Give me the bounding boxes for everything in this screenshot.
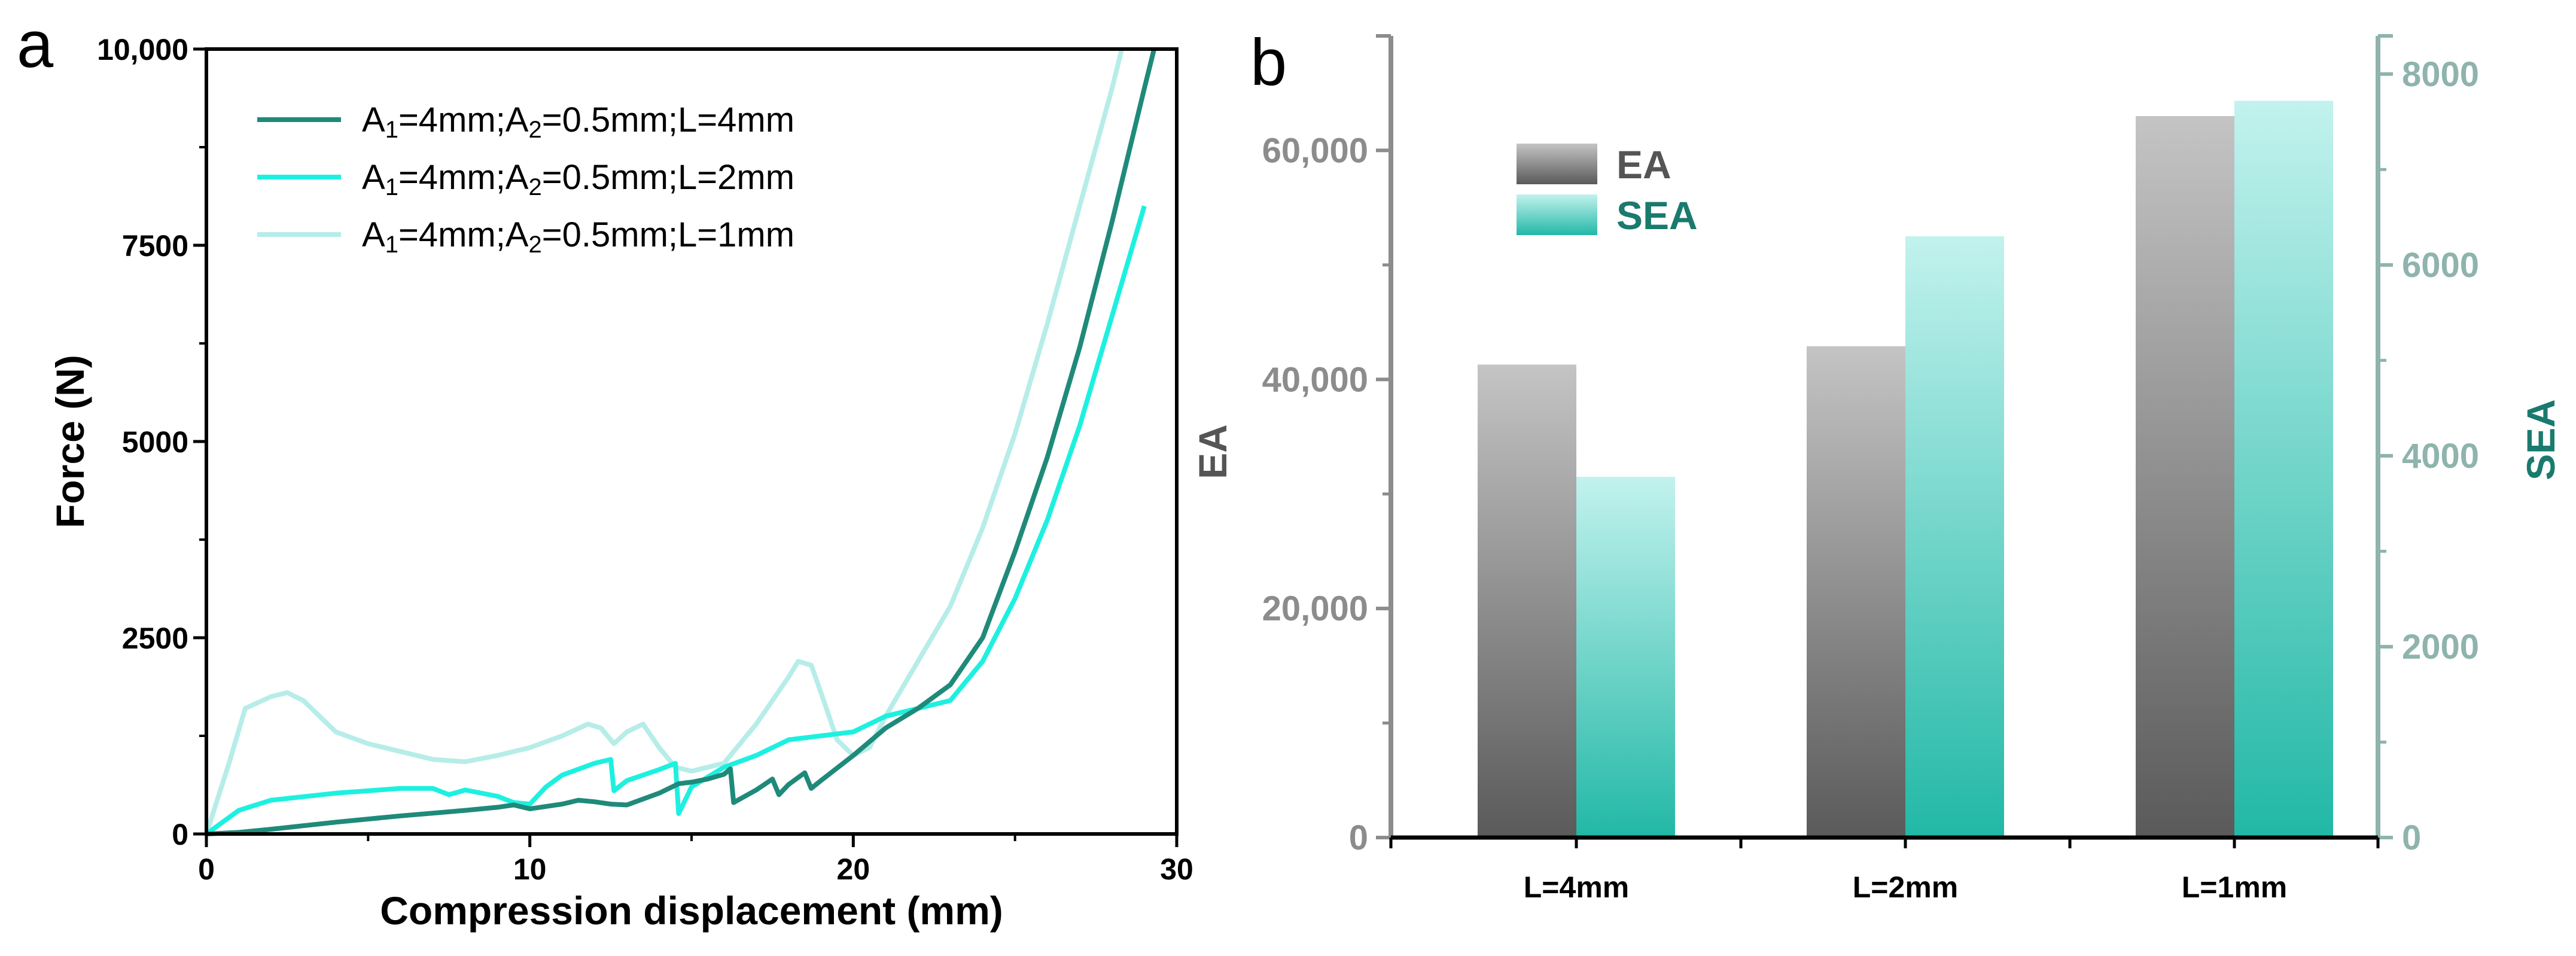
category-label: L=1mm xyxy=(2182,870,2287,904)
x-tick-label: 20 xyxy=(837,853,870,886)
legend-label: A1=4mm;A2=0.5mm;L=2mm xyxy=(362,158,794,200)
legend-label: A1=4mm;A2=0.5mm;L=4mm xyxy=(362,101,794,143)
right-axis-tick-label: 2000 xyxy=(2402,628,2479,666)
chart-a-x-axis-label: Compression displacement (mm) xyxy=(380,888,1003,933)
chart-a: 0 10 20 30 0 2500 5000 7500 10,000 Compression … xyxy=(48,33,1193,933)
panel-label-a: a xyxy=(17,8,54,81)
chart-b-right-axis-label: SEA xyxy=(2519,399,2563,480)
left-axis-tick-label: 20,000 xyxy=(1262,589,1368,628)
chart-a-y-axis-label: Force (N) xyxy=(48,355,92,528)
legend-swatch xyxy=(1517,144,1597,184)
series-line-2 xyxy=(205,205,1147,836)
y-tick-label: 5000 xyxy=(122,425,188,459)
chart-b-bars xyxy=(1478,101,2333,838)
bar-sea-3 xyxy=(2234,101,2333,838)
legend-label: EA xyxy=(1616,142,1671,187)
category-label: L=2mm xyxy=(1853,870,1958,904)
left-axis-tick-label: 60,000 xyxy=(1262,131,1368,170)
x-tick-label: 10 xyxy=(513,853,547,886)
bar-ea-2 xyxy=(1807,346,1905,838)
legend-swatch xyxy=(1517,194,1597,235)
series-line-3 xyxy=(204,48,1124,835)
bar-sea-2 xyxy=(1905,236,2004,838)
panel-label-b: b xyxy=(1250,26,1287,99)
y-tick-label: 10,000 xyxy=(97,33,188,66)
left-axis-tick-label: 0 xyxy=(1349,818,1368,857)
left-axis-tick-label: 40,000 xyxy=(1262,360,1368,399)
legend-item-2: A1=4mm;A2=0.5mm;L=2mm xyxy=(257,158,794,200)
chart-b-axes: 0 20,000 40,000 60,000 0 2000 4000 6000 8000 L=4m… xyxy=(1262,34,2479,904)
y-tick-label: 7500 xyxy=(122,229,188,263)
right-axis-tick-label: 0 xyxy=(2402,818,2421,857)
right-axis-tick-label: 8000 xyxy=(2402,55,2479,94)
legend-label: A1=4mm;A2=0.5mm;L=1mm xyxy=(362,215,794,258)
category-label: L=4mm xyxy=(1524,870,1629,904)
bar-ea-1 xyxy=(1478,364,1576,838)
x-tick-label: 30 xyxy=(1160,853,1193,886)
right-axis-tick-label: 4000 xyxy=(2402,437,2479,476)
chart-a-lines xyxy=(204,48,1157,836)
chart-a-y-ticks: 0 2500 5000 7500 10,000 xyxy=(97,33,206,851)
legend-item-3: A1=4mm;A2=0.5mm;L=1mm xyxy=(257,215,794,258)
chart-a-x-ticks: 0 10 20 30 xyxy=(198,834,1193,886)
x-tick-label: 0 xyxy=(198,853,215,886)
right-axis-tick-label: 6000 xyxy=(2402,246,2479,285)
legend-item-sea: SEA xyxy=(1517,193,1698,238)
bar-sea-1 xyxy=(1576,477,1675,838)
legend-item-1: A1=4mm;A2=0.5mm;L=4mm xyxy=(257,101,794,143)
series-line-1 xyxy=(206,48,1157,836)
chart-b-left-axis-label: EA xyxy=(1190,424,1235,479)
chart-a-legend: A1=4mm;A2=0.5mm;L=4mm A1=4mm;A2=0.5mm;L=2… xyxy=(257,101,794,258)
legend-item-ea: EA xyxy=(1517,142,1671,187)
chart-b: 0 20,000 40,000 60,000 0 2000 4000 6000 8000 L=4m… xyxy=(1190,34,2563,904)
bar-ea-3 xyxy=(2136,116,2234,838)
legend-label: SEA xyxy=(1616,193,1698,238)
y-tick-label: 0 xyxy=(172,818,188,851)
y-tick-label: 2500 xyxy=(122,622,188,655)
chart-b-legend: EA SEA xyxy=(1517,142,1698,238)
